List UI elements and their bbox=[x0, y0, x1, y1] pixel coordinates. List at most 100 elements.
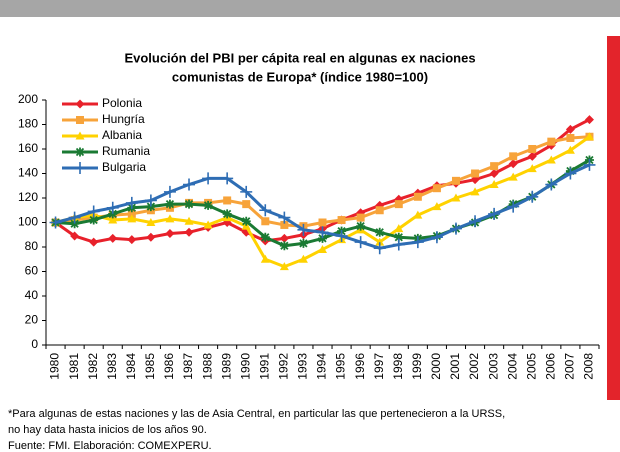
marker bbox=[278, 211, 291, 224]
x-tick-label: 2008 bbox=[582, 353, 596, 380]
x-tick-label: 1982 bbox=[86, 353, 100, 380]
marker bbox=[184, 199, 194, 209]
marker bbox=[49, 216, 62, 229]
y-tick-label: 200 bbox=[18, 92, 38, 106]
marker bbox=[298, 254, 308, 263]
marker bbox=[527, 151, 537, 161]
marker bbox=[279, 241, 289, 251]
side-bar bbox=[607, 36, 620, 400]
marker bbox=[489, 180, 499, 189]
marker bbox=[87, 205, 100, 218]
x-tick-label: 1988 bbox=[200, 353, 214, 380]
x-tick-label: 1984 bbox=[124, 353, 138, 380]
y-tick-label: 180 bbox=[18, 117, 38, 131]
marker bbox=[183, 178, 196, 191]
x-tick-label: 1985 bbox=[143, 353, 157, 380]
y-tick-label: 80 bbox=[25, 239, 39, 253]
x-tick-label: 2005 bbox=[524, 353, 538, 380]
x-tick-label: 1994 bbox=[315, 353, 329, 380]
marker bbox=[545, 178, 558, 191]
marker bbox=[74, 162, 86, 174]
marker bbox=[184, 216, 194, 225]
marker bbox=[392, 238, 405, 251]
marker bbox=[76, 116, 84, 124]
marker bbox=[565, 145, 575, 154]
marker bbox=[451, 176, 460, 185]
x-tick-label: 1981 bbox=[67, 353, 81, 380]
marker bbox=[413, 192, 422, 201]
marker bbox=[146, 202, 156, 212]
y-tick-label: 20 bbox=[25, 313, 39, 327]
marker bbox=[508, 172, 518, 181]
marker bbox=[127, 209, 136, 218]
marker bbox=[146, 232, 156, 242]
marker bbox=[547, 137, 556, 146]
marker bbox=[184, 227, 194, 237]
marker bbox=[203, 200, 213, 210]
marker bbox=[259, 204, 272, 217]
marker bbox=[108, 209, 118, 219]
marker bbox=[75, 147, 85, 157]
marker bbox=[260, 254, 270, 263]
legend-label: Hungría bbox=[102, 112, 145, 126]
marker bbox=[375, 227, 385, 237]
x-tick-label: 1999 bbox=[410, 353, 424, 380]
marker bbox=[165, 229, 175, 239]
x-tick-label: 1996 bbox=[353, 353, 367, 380]
x-tick-label: 2000 bbox=[429, 353, 443, 380]
marker bbox=[203, 220, 213, 229]
marker bbox=[279, 233, 289, 243]
footnote: *Para algunas de estas naciones y las de… bbox=[8, 408, 505, 420]
marker bbox=[165, 199, 175, 209]
x-tick-label: 1980 bbox=[48, 353, 62, 380]
marker bbox=[165, 214, 175, 223]
marker bbox=[411, 236, 424, 249]
marker bbox=[318, 244, 327, 253]
marker bbox=[566, 133, 575, 142]
marker bbox=[451, 193, 461, 202]
marker bbox=[394, 224, 404, 233]
marker bbox=[70, 231, 80, 241]
y-tick-label: 140 bbox=[18, 166, 38, 180]
marker bbox=[316, 226, 329, 239]
marker bbox=[375, 237, 385, 246]
marker bbox=[108, 215, 118, 224]
marker bbox=[241, 216, 251, 226]
marker bbox=[508, 159, 518, 169]
marker bbox=[280, 220, 289, 229]
marker bbox=[337, 216, 346, 225]
marker bbox=[413, 210, 423, 219]
footnote: Fuente: FMI. Elaboración: COMEXPERU. bbox=[8, 440, 212, 452]
y-tick-label: 100 bbox=[18, 215, 38, 229]
marker bbox=[221, 172, 234, 185]
marker bbox=[470, 187, 480, 196]
marker bbox=[144, 194, 157, 207]
x-tick-label: 1992 bbox=[277, 353, 291, 380]
marker bbox=[75, 131, 85, 140]
footnote: no hay data hasta inicios de los años 90… bbox=[8, 424, 207, 436]
marker bbox=[70, 219, 80, 229]
marker bbox=[297, 223, 310, 236]
x-tick-label: 2007 bbox=[563, 353, 577, 380]
marker bbox=[509, 152, 518, 161]
marker bbox=[223, 196, 232, 205]
chart-title: comunistas de Europa* (índice 1980=100) bbox=[172, 69, 428, 84]
marker bbox=[127, 235, 137, 245]
x-tick-label: 1998 bbox=[391, 353, 405, 380]
marker bbox=[449, 222, 462, 235]
marker bbox=[432, 184, 441, 193]
marker bbox=[279, 262, 289, 271]
x-tick-label: 1983 bbox=[105, 353, 119, 380]
marker bbox=[108, 233, 118, 243]
marker bbox=[469, 215, 482, 228]
x-tick-label: 1986 bbox=[162, 353, 176, 380]
marker bbox=[490, 162, 499, 171]
legend-label: Polonia bbox=[102, 96, 142, 110]
marker bbox=[471, 169, 480, 178]
marker bbox=[127, 214, 137, 223]
y-tick-label: 60 bbox=[25, 264, 39, 278]
x-tick-label: 1993 bbox=[296, 353, 310, 380]
x-tick-label: 2002 bbox=[467, 353, 481, 380]
marker bbox=[242, 200, 251, 209]
